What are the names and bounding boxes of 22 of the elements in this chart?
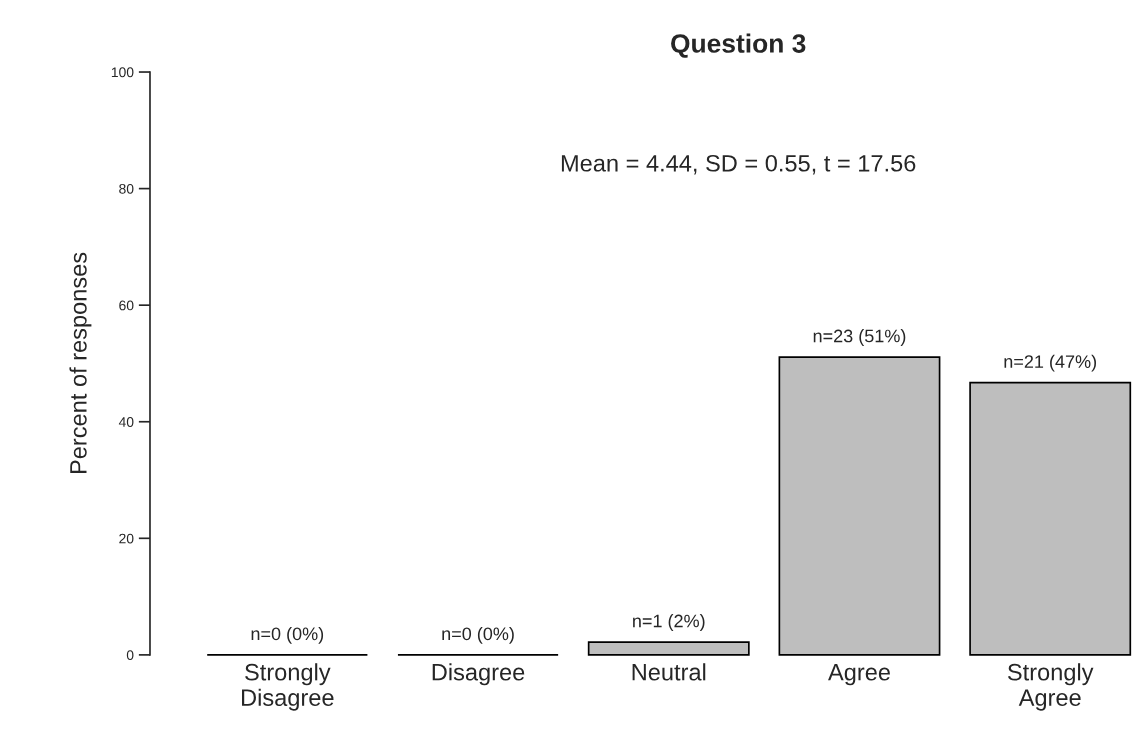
- y-tick-label: 80: [119, 183, 134, 194]
- chart-title: Question 3: [671, 33, 806, 58]
- y-tick-label: 60: [119, 300, 134, 311]
- y-tick-label: 100: [111, 67, 134, 78]
- data-label: n=1 (2%): [633, 614, 705, 631]
- data-label: n=23 (51%): [813, 329, 906, 346]
- x-tick-label: Strongly Disagree: [242, 663, 334, 711]
- x-tick-label: Neutral: [632, 663, 706, 681]
- x-tick-label: Agree: [828, 664, 890, 686]
- bar: [587, 641, 750, 656]
- x-tick-label: Strongly Agree: [1007, 663, 1094, 711]
- data-label: n=21 (47%): [1004, 354, 1096, 372]
- y-axis-title: Percent of responses: [69, 252, 92, 474]
- y-tick-label: 0: [126, 650, 134, 661]
- y-tick-label: 40: [118, 417, 134, 427]
- x-tick-label: Disagree: [432, 663, 525, 686]
- annotation: Mean = 4.44, SD = 0.55, t = 17.56: [561, 154, 916, 175]
- y-tick-label: 20: [119, 533, 134, 544]
- bar: [778, 356, 941, 656]
- data-label: n=0 (0%): [442, 626, 514, 644]
- data-label: n=0 (0%): [251, 626, 324, 644]
- bar: [969, 381, 1132, 656]
